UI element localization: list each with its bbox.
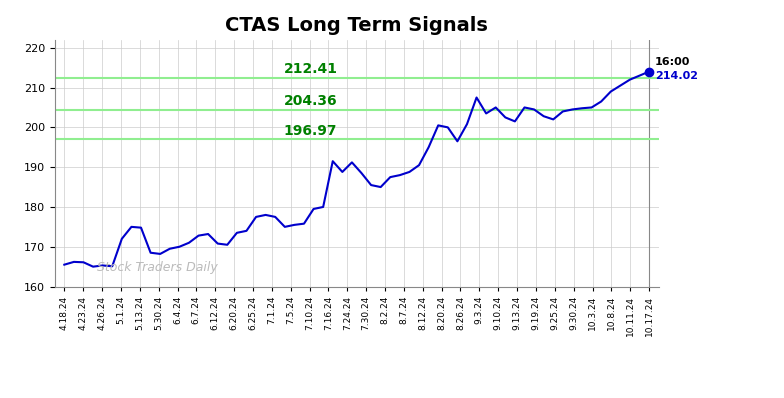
Text: 16:00: 16:00: [655, 57, 690, 66]
Text: 204.36: 204.36: [284, 94, 337, 108]
Text: 214.02: 214.02: [655, 70, 698, 80]
Text: 196.97: 196.97: [284, 124, 337, 138]
Text: Stock Traders Daily: Stock Traders Daily: [97, 261, 218, 274]
Title: CTAS Long Term Signals: CTAS Long Term Signals: [225, 16, 488, 35]
Text: 212.41: 212.41: [284, 62, 338, 76]
